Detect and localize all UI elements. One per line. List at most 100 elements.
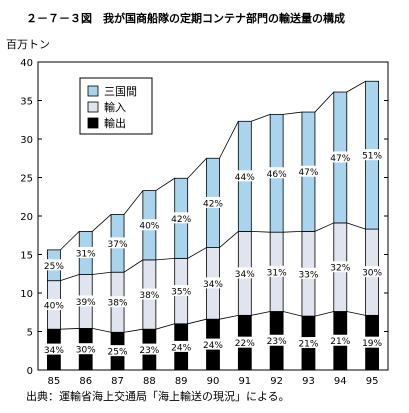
data-label: 21% [330, 337, 350, 347]
legend-swatch [87, 85, 99, 97]
connector-line [314, 311, 334, 317]
connector-line [283, 111, 303, 115]
data-label-bg [361, 336, 384, 348]
data-label: 23% [139, 346, 159, 356]
data-label: 47% [298, 168, 318, 178]
data-label-bg [138, 343, 161, 355]
y-tick-label: 30 [20, 135, 33, 146]
x-tick-label: 93 [302, 376, 315, 387]
data-label: 35% [171, 288, 191, 298]
data-label-bg [361, 266, 384, 278]
x-tick-label: 90 [207, 376, 220, 387]
data-label-bg [297, 337, 320, 349]
x-tick-label: 95 [366, 376, 379, 387]
data-label-bg [265, 265, 288, 277]
connector-line [251, 311, 271, 316]
data-label-bg [170, 340, 193, 352]
connector-line [314, 91, 335, 113]
chart-title: ２－７－３図 我が国商船隊の定期コンテナ部門の輸送量の構成 [26, 11, 345, 25]
connector-line [346, 222, 366, 230]
data-label-bg [42, 259, 65, 271]
data-label: 42% [171, 215, 191, 225]
y-tick-label: 40 [20, 58, 33, 69]
data-label: 46% [267, 170, 287, 180]
connector-line [346, 80, 366, 93]
x-tick-label: 86 [79, 376, 92, 387]
x-tick-label: 85 [48, 376, 61, 387]
connector-line [123, 259, 144, 273]
data-label-bg [202, 277, 224, 289]
data-label-bg [42, 298, 65, 310]
connector-line [219, 121, 239, 159]
data-label: 34% [203, 280, 223, 290]
connector-line [92, 271, 112, 275]
data-label: 39% [76, 298, 96, 308]
data-label-bg [265, 167, 288, 179]
data-label-bg [170, 212, 193, 224]
data-label-bg [106, 237, 129, 249]
data-label-bg [265, 334, 288, 346]
data-label: 38% [108, 299, 128, 309]
source-note: 出典：運輸省海上交通局「海上輸送の現況」による。 [26, 389, 290, 403]
data-label-bg [329, 334, 352, 346]
connector-line [187, 318, 207, 325]
data-label-bg [138, 288, 161, 300]
data-label-bg [297, 267, 320, 279]
connector-line [219, 231, 239, 248]
data-label: 19% [362, 339, 382, 349]
data-label: 32% [330, 264, 350, 274]
data-label-bg [233, 170, 256, 182]
data-label: 42% [203, 199, 223, 209]
data-label-bg [106, 296, 129, 308]
data-label: 23% [267, 337, 287, 347]
x-tick-label: 92 [270, 376, 283, 387]
data-label: 25% [108, 348, 128, 358]
data-label-bg [170, 285, 193, 297]
data-label: 25% [44, 262, 64, 272]
connector-line [219, 314, 239, 320]
connector-line [346, 311, 366, 316]
data-label: 40% [44, 301, 64, 311]
data-label-bg [138, 219, 161, 231]
connector-line [91, 214, 112, 232]
y-axis-unit: 百万トン [6, 38, 50, 51]
y-tick-label: 25 [20, 174, 33, 185]
data-label: 40% [139, 222, 159, 232]
data-label: 22% [235, 339, 255, 349]
data-label: 38% [139, 291, 159, 301]
y-tick-label: 0 [27, 366, 33, 377]
data-label: 30% [76, 346, 96, 356]
connector-line [155, 177, 175, 191]
data-label-bg [202, 196, 224, 208]
legend-swatch [87, 101, 99, 113]
y-tick-label: 20 [20, 212, 33, 223]
connector-line [123, 328, 143, 333]
connector-line [283, 311, 303, 317]
y-tick-label: 35 [20, 97, 33, 108]
data-label-bg [233, 336, 256, 348]
data-label: 44% [235, 173, 255, 183]
data-label: 31% [267, 268, 287, 278]
data-label: 51% [362, 152, 382, 162]
data-label-bg [74, 295, 97, 307]
data-label: 37% [108, 240, 128, 250]
data-label-bg [233, 267, 256, 279]
data-label: 24% [203, 341, 223, 351]
data-label: 33% [298, 270, 318, 280]
data-label-bg [329, 261, 352, 273]
y-tick-label: 10 [20, 289, 33, 300]
data-label-bg [297, 165, 320, 177]
data-label-bg [106, 345, 129, 357]
data-label: 34% [44, 346, 64, 356]
x-tick-label: 88 [143, 376, 156, 387]
data-label: 30% [362, 269, 382, 279]
connector-line [251, 113, 271, 122]
y-tick-label: 15 [20, 251, 33, 262]
connector-line [60, 231, 80, 251]
legend-swatch [87, 117, 99, 129]
data-label-bg [361, 149, 384, 161]
data-label-bg [74, 246, 97, 258]
data-label: 21% [298, 340, 318, 350]
